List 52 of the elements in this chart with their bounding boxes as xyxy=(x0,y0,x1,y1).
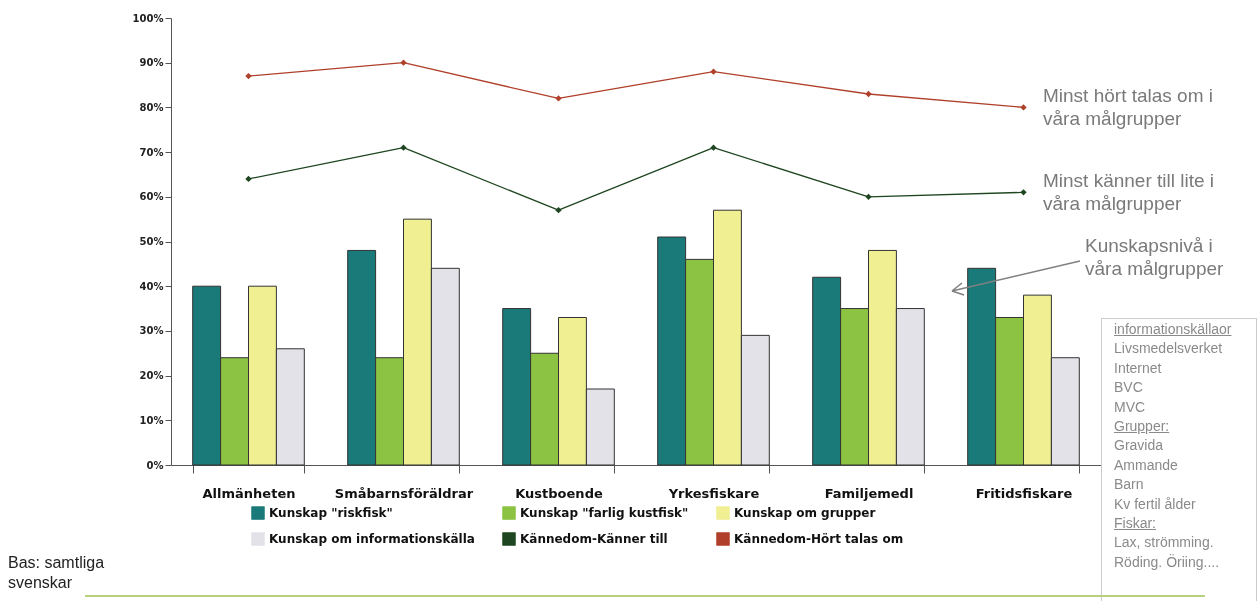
point xyxy=(1020,104,1027,111)
point xyxy=(865,193,872,200)
y-tick-label: 40% xyxy=(139,280,164,292)
text: Livsmedelsverket xyxy=(1114,339,1224,359)
y-tick-label: 10% xyxy=(139,414,164,426)
text: Röding. Öriing.... xyxy=(1114,552,1221,572)
point xyxy=(555,95,562,102)
x-tick-label: Fritidsfiskare xyxy=(975,485,1073,501)
point xyxy=(710,68,717,75)
text: Gravida xyxy=(1114,436,1165,456)
annotation: Kunskapsnivå i våra målgrupper xyxy=(1085,234,1225,280)
y-tick-label: 90% xyxy=(139,57,164,69)
y-tick-label: 50% xyxy=(139,236,164,247)
y-tick-label: 60% xyxy=(139,191,164,203)
text: Ammande xyxy=(1114,455,1179,475)
legend-label: Kännedom-Känner till xyxy=(520,532,668,546)
y-tick-label: 100% xyxy=(132,12,164,24)
text: Grupper: xyxy=(1114,417,1171,437)
legend-label: Kunskap "riskfisk" xyxy=(269,506,393,521)
legend-label: Kunskap om grupper xyxy=(734,506,876,521)
text: Barn xyxy=(1114,475,1145,495)
x-tick-label: Allmänheten xyxy=(202,485,296,501)
text: Fiskar: xyxy=(1114,514,1157,534)
y-tick-label: 80% xyxy=(139,101,164,113)
text: informationskällaor xyxy=(1114,320,1233,339)
annotation: Minst känner till lite i våra målgrupper xyxy=(1043,169,1216,215)
x-tick-label: Kustboende xyxy=(515,485,603,501)
x-tick-label: Yrkesfiskare xyxy=(667,485,760,501)
text: MVC xyxy=(1114,397,1147,417)
point xyxy=(710,144,717,151)
point xyxy=(400,144,407,151)
text: Bas: samtliga svenskar xyxy=(8,553,106,593)
point xyxy=(1020,189,1027,196)
legend-label: Kännedom-Hört talas om xyxy=(734,532,904,546)
y-tick-label: 20% xyxy=(139,370,164,382)
y-tick-label: 30% xyxy=(139,325,164,337)
text: Lax, strömming. xyxy=(1114,533,1215,553)
text: Kv fertil ålder xyxy=(1114,494,1197,514)
point xyxy=(245,175,252,183)
annotation: Minst hört talas om i våra målgrupper xyxy=(1043,84,1214,130)
text: Internet xyxy=(1114,358,1163,378)
text: BVC xyxy=(1114,378,1144,398)
point xyxy=(555,207,562,214)
point xyxy=(245,72,252,80)
point xyxy=(865,90,872,98)
point xyxy=(400,59,407,66)
legend-label: Kunskap "farlig kustfisk" xyxy=(520,506,689,521)
y-tick-label: 0% xyxy=(146,459,164,471)
x-tick-label: Familjemedl xyxy=(824,485,914,501)
y-tick-label: 70% xyxy=(139,146,164,158)
x-tick-label: Småbarnsföräldrar xyxy=(334,485,474,501)
legend-label: Kunskap om informationskälla xyxy=(269,532,475,546)
